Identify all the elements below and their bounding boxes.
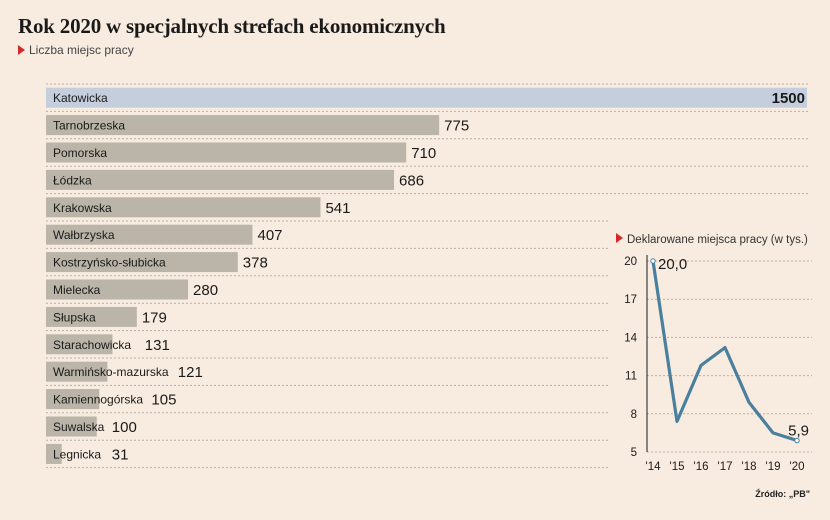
bar-13	[46, 443, 62, 464]
bar-category-label: Słupska	[53, 310, 96, 324]
x-tick-label: '16	[694, 461, 709, 473]
bar-12	[46, 416, 97, 437]
bar-category-label: Katowicka	[53, 91, 108, 105]
bar-value-label: 131	[145, 337, 170, 354]
data-point-marker	[794, 437, 800, 444]
bar-3	[46, 169, 395, 190]
x-tick-label: '20	[790, 461, 805, 473]
bar-value-label: 710	[411, 145, 436, 162]
bar-category-label: Krakowska	[53, 201, 112, 215]
annotation-label: 20,0	[658, 256, 687, 273]
bar-category-label: Łódzka	[53, 173, 92, 187]
y-tick-label: 5	[631, 447, 637, 459]
bar-0	[46, 87, 807, 108]
chart-subtitle: Liczba miejsc pracy	[18, 43, 134, 57]
bar-value-label: 100	[112, 419, 137, 436]
x-tick-label: '19	[766, 461, 781, 473]
source-note: Źródło: „PB"	[755, 489, 810, 499]
bar-category-label: Warmińsko-mazurska	[53, 365, 169, 379]
bar-category-label: Kostrzyńsko-słubicka	[53, 256, 166, 270]
bar-category-label: Starachowicka	[53, 338, 131, 352]
bar-6	[46, 252, 238, 273]
bar-value-label: 1500	[772, 90, 805, 107]
bar-11	[46, 389, 100, 410]
data-point-marker	[650, 258, 656, 264]
x-tick-label: '18	[742, 461, 757, 473]
bar-value-label: 378	[243, 255, 268, 272]
bar-category-label: Pomorska	[53, 146, 107, 160]
y-tick-label: 20	[624, 256, 637, 268]
y-tick-label: 14	[624, 332, 637, 344]
bar-value-label: 31	[112, 446, 129, 463]
chart-title: Rok 2020 w specjalnych strefach ekonomic…	[18, 14, 446, 38]
bar-1	[46, 115, 440, 136]
bar-value-label: 121	[178, 364, 203, 381]
line-chart-title: Deklarowane miejsca pracy (w tys.)	[627, 234, 808, 246]
bar-value-label: 407	[257, 227, 282, 244]
bar-5	[46, 224, 253, 245]
bar-category-label: Suwalska	[53, 420, 105, 434]
y-tick-label: 11	[625, 371, 637, 383]
bar-category-label: Tarnobrzeska	[53, 119, 125, 133]
x-tick-label: '14	[646, 461, 662, 473]
bar-8	[46, 306, 137, 327]
bar-value-label: 179	[142, 309, 167, 326]
red-triangle-marker-icon	[18, 45, 25, 55]
bar-7	[46, 279, 189, 300]
bar-value-label: 686	[399, 172, 424, 189]
bar-10	[46, 361, 108, 382]
bar-category-label: Kamiennogórska	[53, 393, 143, 407]
declared-jobs-line	[651, 259, 799, 443]
x-tick-label: '17	[718, 461, 733, 473]
bar-value-label: 541	[325, 200, 350, 217]
bar-value-label: 280	[193, 282, 218, 299]
red-triangle-marker-icon	[616, 233, 623, 243]
bar-4	[46, 197, 321, 218]
annotation-label: 5,9	[788, 423, 809, 440]
bar-value-label: 775	[444, 118, 469, 135]
y-tick-label: 17	[624, 294, 637, 306]
subtitle-text: Liczba miejsc pracy	[29, 43, 134, 57]
y-tick-label: 8	[631, 409, 637, 421]
bar-9	[46, 334, 113, 355]
bar-category-label: Wałbrzyska	[53, 228, 115, 242]
bar-category-label: Legnicka	[53, 447, 101, 461]
bar-category-label: Mielecka	[53, 283, 101, 297]
x-tick-label: '15	[670, 461, 685, 473]
bar-value-label: 105	[151, 392, 176, 409]
bar-2	[46, 142, 407, 163]
